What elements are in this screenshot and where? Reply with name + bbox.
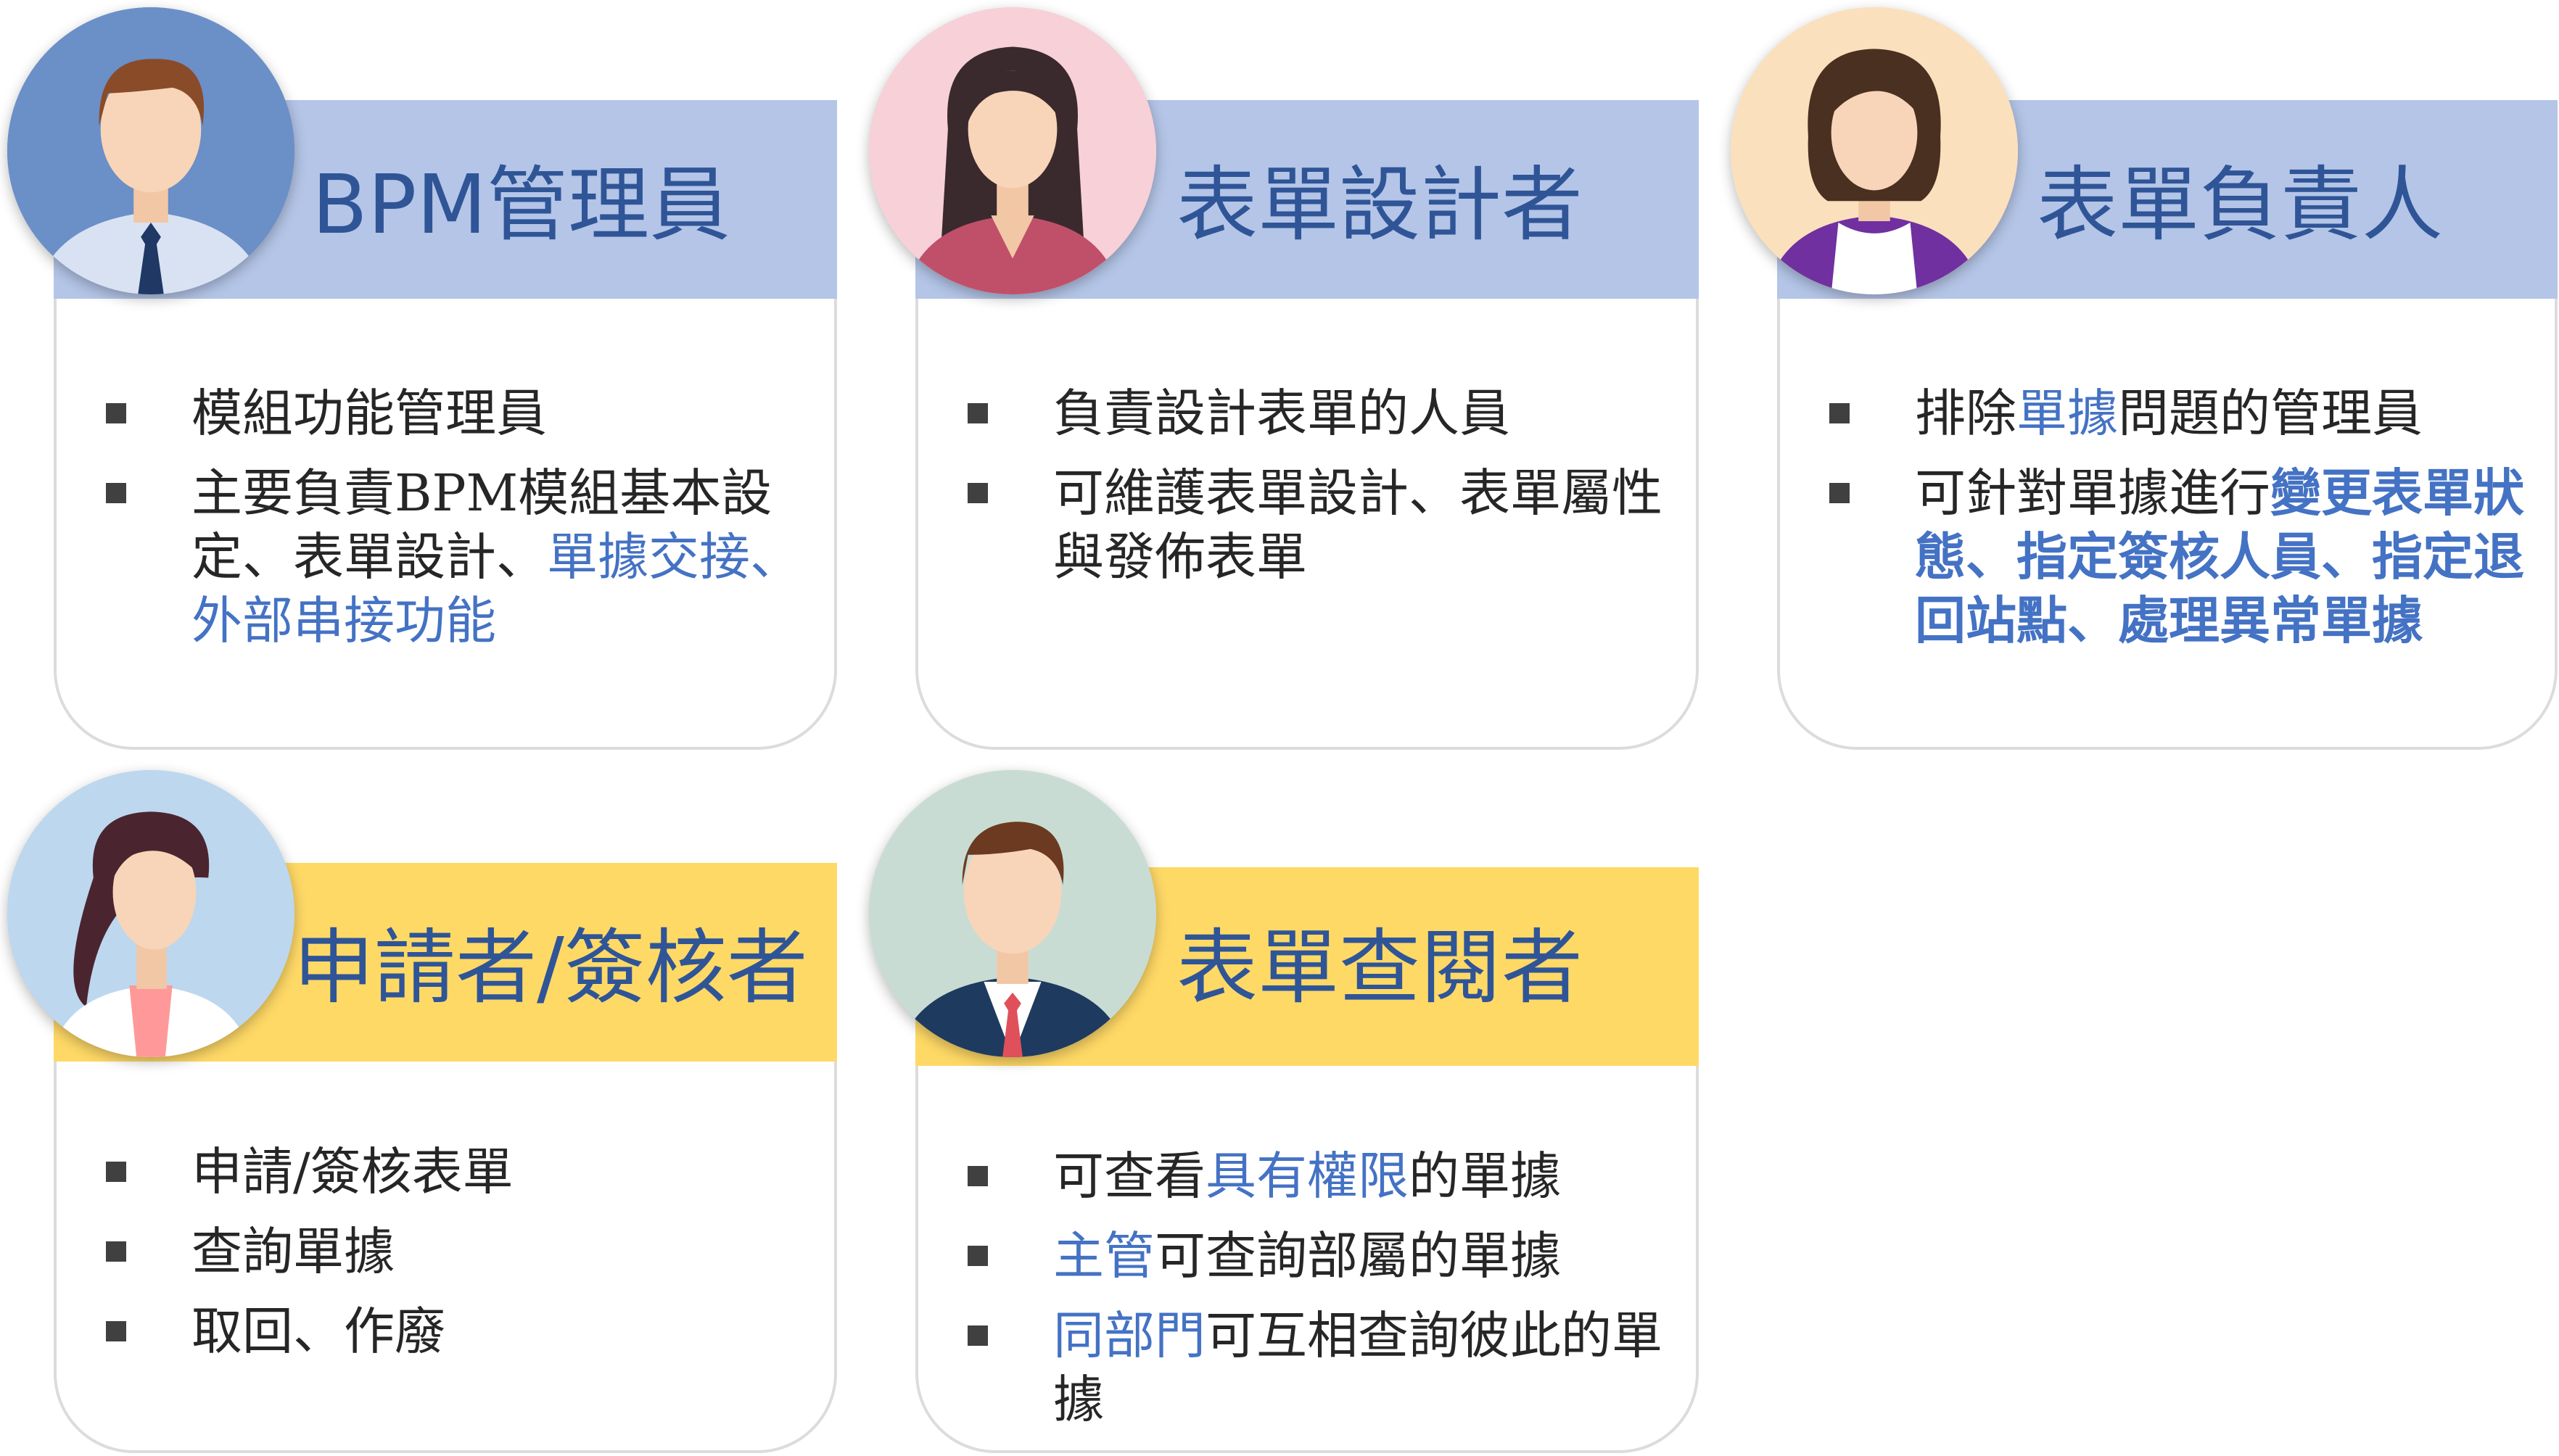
list-item: 可查看具有權限的單據 [915,1144,1670,1208]
list-item: 同部門可互相查詢彼此的單據 [915,1304,1670,1431]
role-title: 表單查閱者 [1177,921,1583,1015]
woman-long-hair-avatar-icon [869,7,1156,294]
item-text: 查詢單據 [191,1222,395,1281]
square-bullet-icon [106,1162,126,1182]
square-bullet-icon [1829,403,1850,423]
item-text: 可查看 [1053,1146,1206,1206]
role-description-list: 負責設計表單的人員可維護表單設計、表單屬性與發佈表單 [915,381,1670,605]
square-bullet-icon [968,1246,988,1266]
role-description-list: 申請/簽核表單 查詢單據取回、作廢 [54,1140,808,1379]
item-text: 可查詢部屬的單據 [1155,1226,1561,1286]
item-text: 取回、作廢 [191,1302,445,1361]
square-bullet-icon [106,483,126,503]
square-bullet-icon [106,1241,126,1262]
item-text: 可維護表單設計、表單屬性與發佈表單 [1053,463,1662,587]
list-item: 排除單據問題的管理員 [1777,381,2531,445]
highlighted-text: 主管 [1053,1226,1155,1286]
role-description-list: 排除單據問題的管理員可針對單據進行變更表單狀態、指定簽核人員、指定退回站點、處理… [1777,381,2531,669]
square-bullet-icon [106,403,126,423]
woman-short-hair-avatar-icon [1731,7,2018,294]
list-item: 可針對單據進行變更表單狀態、指定簽核人員、指定退回站點、處理異常單據 [1777,461,2531,653]
square-bullet-icon [968,1166,988,1186]
item-text: 可互相查詢彼此的單據 [1053,1306,1662,1429]
role-card-form-owner: 表單負責人 排除單據問題的管理員可針對單據進行變更表單狀態、指定簽核人員、指定退… [1777,100,2558,750]
list-item: 申請/簽核表單 [54,1140,808,1204]
role-title: 表單負責人 [2037,158,2443,252]
list-item: 取回、作廢 [54,1299,808,1363]
highlighted-text: 單據交接、外部串接功能 [191,527,801,650]
woman-ponytail-avatar-icon [7,770,294,1057]
list-item: 主要負責BPM模組基本設定、表單設計、單據交接、外部串接功能 [54,461,808,653]
square-bullet-icon [968,483,988,503]
item-text: 可針對單據進行 [1915,463,2270,523]
square-bullet-icon [1829,483,1850,503]
item-text: 申請/簽核表單 [191,1142,514,1201]
item-text: 主要負責BPM模組基本設定、表單設計、 [191,463,772,587]
man-avatar-icon [7,7,294,294]
square-bullet-icon [106,1321,126,1341]
list-item: 可維護表單設計、表單屬性與發佈表單 [915,461,1670,589]
item-text: 模組功能管理員 [191,384,547,443]
role-title: 表單設計者 [1177,158,1583,252]
square-bullet-icon [968,1325,988,1346]
list-item: 主管可查詢部屬的單據 [915,1224,1670,1288]
role-description-list: 可查看具有權限的單據 主管可查詢部屬的單據 同部門可互相查詢彼此的單據 [915,1144,1670,1447]
role-title: 申請者/簽核者 [293,921,808,1015]
item-text: 的單據 [1409,1146,1561,1206]
man-suit-avatar-icon [869,770,1156,1057]
highlighted-text: 具有權限 [1206,1146,1409,1206]
item-text: 問題的管理員 [2118,384,2423,443]
highlighted-text: 單據 [2016,384,2118,443]
highlighted-text: 變更表單狀態、指定簽核人員、指定退回站點、處理異常單據 [1915,463,2524,650]
list-item: 負責設計表單的人員 [915,381,1670,445]
role-description-list: 模組功能管理員主要負責BPM模組基本設定、表單設計、單據交接、外部串接功能 [54,381,808,669]
role-title: BPM管理員 [312,158,731,252]
item-text: 負責設計表單的人員 [1053,384,1510,443]
list-item: 查詢單據 [54,1220,808,1283]
square-bullet-icon [968,403,988,423]
item-text: 排除 [1915,384,2016,443]
highlighted-text: 同部門 [1053,1306,1206,1365]
list-item: 模組功能管理員 [54,381,808,445]
